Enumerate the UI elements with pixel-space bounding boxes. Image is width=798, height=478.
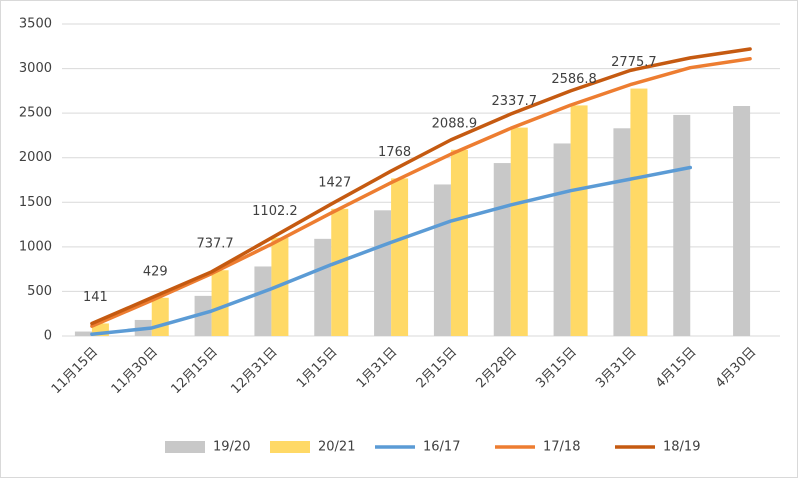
bar [613, 128, 631, 336]
bar [570, 105, 588, 336]
legend-label: 20/21 [318, 440, 355, 455]
y-tick-label: 3500 [19, 17, 52, 32]
y-tick-label: 1000 [19, 239, 52, 254]
bar [314, 238, 332, 336]
line [90, 165, 692, 336]
data-label: 2775.7 [611, 55, 657, 70]
bar [433, 184, 451, 336]
bar [331, 208, 349, 336]
legend-label: 18/19 [663, 440, 700, 455]
legend-swatch [165, 441, 205, 453]
bar [493, 163, 511, 336]
bar [733, 106, 751, 336]
bar [211, 270, 229, 336]
y-tick-label: 2000 [19, 150, 52, 165]
data-label: 737.7 [196, 237, 233, 252]
legend-swatch [270, 441, 310, 453]
bar [553, 143, 571, 336]
data-label: 2088.9 [432, 116, 478, 131]
line [90, 47, 752, 326]
bar [74, 331, 92, 336]
legend-label: 19/20 [213, 440, 250, 455]
legend-label: 16/17 [423, 440, 460, 455]
bar [673, 114, 691, 336]
bar [374, 210, 392, 336]
bar [194, 295, 212, 336]
bar [391, 178, 409, 336]
bar [450, 149, 468, 336]
y-tick-label: 1500 [19, 195, 52, 210]
data-label: 2337.7 [492, 94, 538, 109]
data-label: 1102.2 [252, 204, 298, 219]
data-label: 2586.8 [551, 72, 597, 87]
y-tick-label: 2500 [19, 106, 52, 121]
legend-label: 17/18 [543, 440, 580, 455]
bar [510, 127, 528, 336]
data-label: 1768 [378, 145, 411, 160]
y-tick-label: 500 [27, 284, 52, 299]
line [90, 57, 752, 328]
y-tick-label: 3000 [19, 61, 52, 76]
y-tick-label: 0 [44, 329, 52, 344]
data-label: 429 [143, 264, 168, 279]
bar [630, 88, 648, 337]
bar [254, 266, 272, 336]
bar [151, 297, 169, 336]
data-label: 141 [83, 290, 108, 305]
data-label: 1427 [318, 175, 351, 190]
